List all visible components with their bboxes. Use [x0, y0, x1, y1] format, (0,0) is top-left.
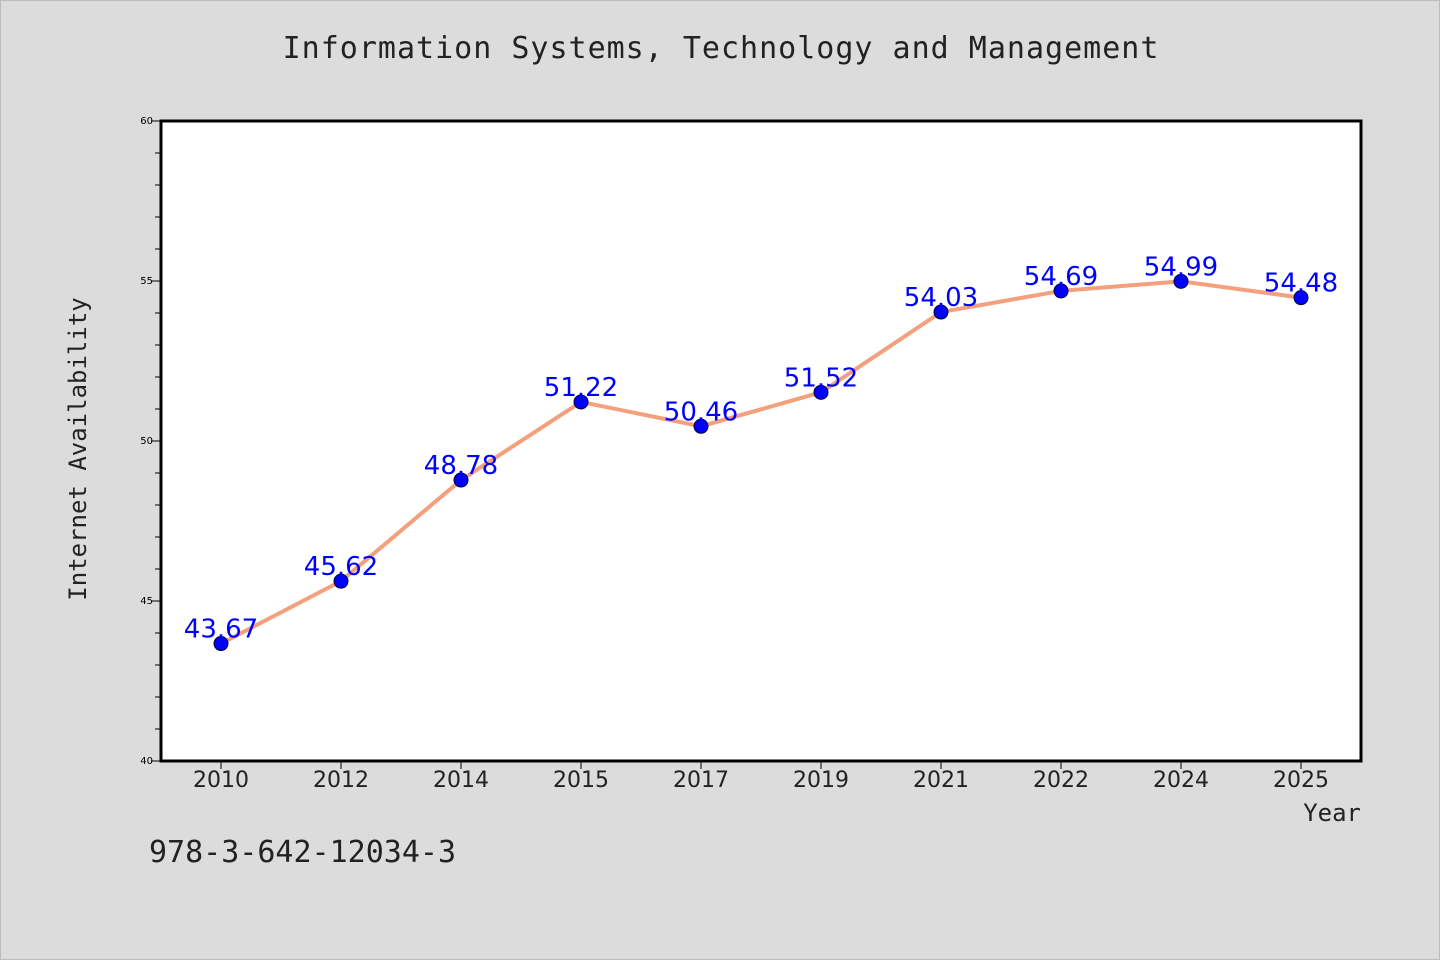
data-point: [693, 418, 709, 434]
x-axis-label: Year: [1303, 799, 1361, 827]
x-tick-label: 2014: [433, 768, 489, 793]
x-tick-label: 2017: [673, 768, 729, 793]
data-label: 48.78: [424, 451, 498, 481]
plot-area: [159, 119, 1363, 763]
data-point: [1173, 273, 1189, 289]
series-line: [219, 279, 1303, 646]
x-tick-label: 2025: [1273, 768, 1329, 793]
data-point: [933, 304, 949, 320]
data-point: [573, 394, 589, 410]
data-point: [1293, 290, 1309, 306]
y-tick-label: 55: [140, 276, 153, 287]
series-markers: [213, 273, 1309, 652]
data-label: 43.67: [184, 615, 258, 645]
x-tick-label: 2015: [553, 768, 609, 793]
data-label: 50.46: [664, 397, 738, 427]
x-tick-label: 2024: [1153, 768, 1209, 793]
isbn-text: 978-3-642-12034-3: [149, 835, 457, 870]
y-tick-label: 45: [140, 596, 153, 607]
data-labels: 43.67 45.62 48.78 51.22 50.46 51.52 54.03 54.69…: [184, 252, 1338, 644]
data-label: 51.22: [544, 373, 618, 403]
data-point: [453, 472, 469, 488]
y-axis: 40 45 50 55 60: [140, 116, 161, 767]
data-point: [813, 384, 829, 400]
y-tick-label: 50: [140, 436, 153, 447]
x-tick-label: 2022: [1033, 768, 1089, 793]
x-tick-label: 2019: [793, 768, 849, 793]
y-axis-label: Internet Availability: [64, 297, 92, 600]
y-tick-label: 40: [140, 756, 153, 767]
data-label: 51.52: [784, 363, 858, 393]
series-line-path: [219, 279, 1303, 646]
y-tick-label: 60: [140, 116, 153, 127]
x-axis: 2010 2012 2014 2015 2017 2019 2021 2022 2024 2025: [193, 761, 1329, 793]
data-point: [333, 573, 349, 589]
x-tick-label: 2012: [313, 768, 369, 793]
x-tick-label: 2021: [913, 768, 969, 793]
data-label: 45.62: [304, 552, 378, 582]
data-label: 54.99: [1144, 252, 1218, 282]
chart-title: Information Systems, Technology and Mana…: [282, 31, 1160, 66]
data-point: [1053, 283, 1069, 299]
data-label: 54.03: [904, 283, 978, 313]
data-label: 54.48: [1264, 269, 1338, 299]
data-label: 54.69: [1024, 262, 1098, 292]
x-tick-label: 2010: [193, 768, 249, 793]
data-point: [213, 636, 229, 652]
